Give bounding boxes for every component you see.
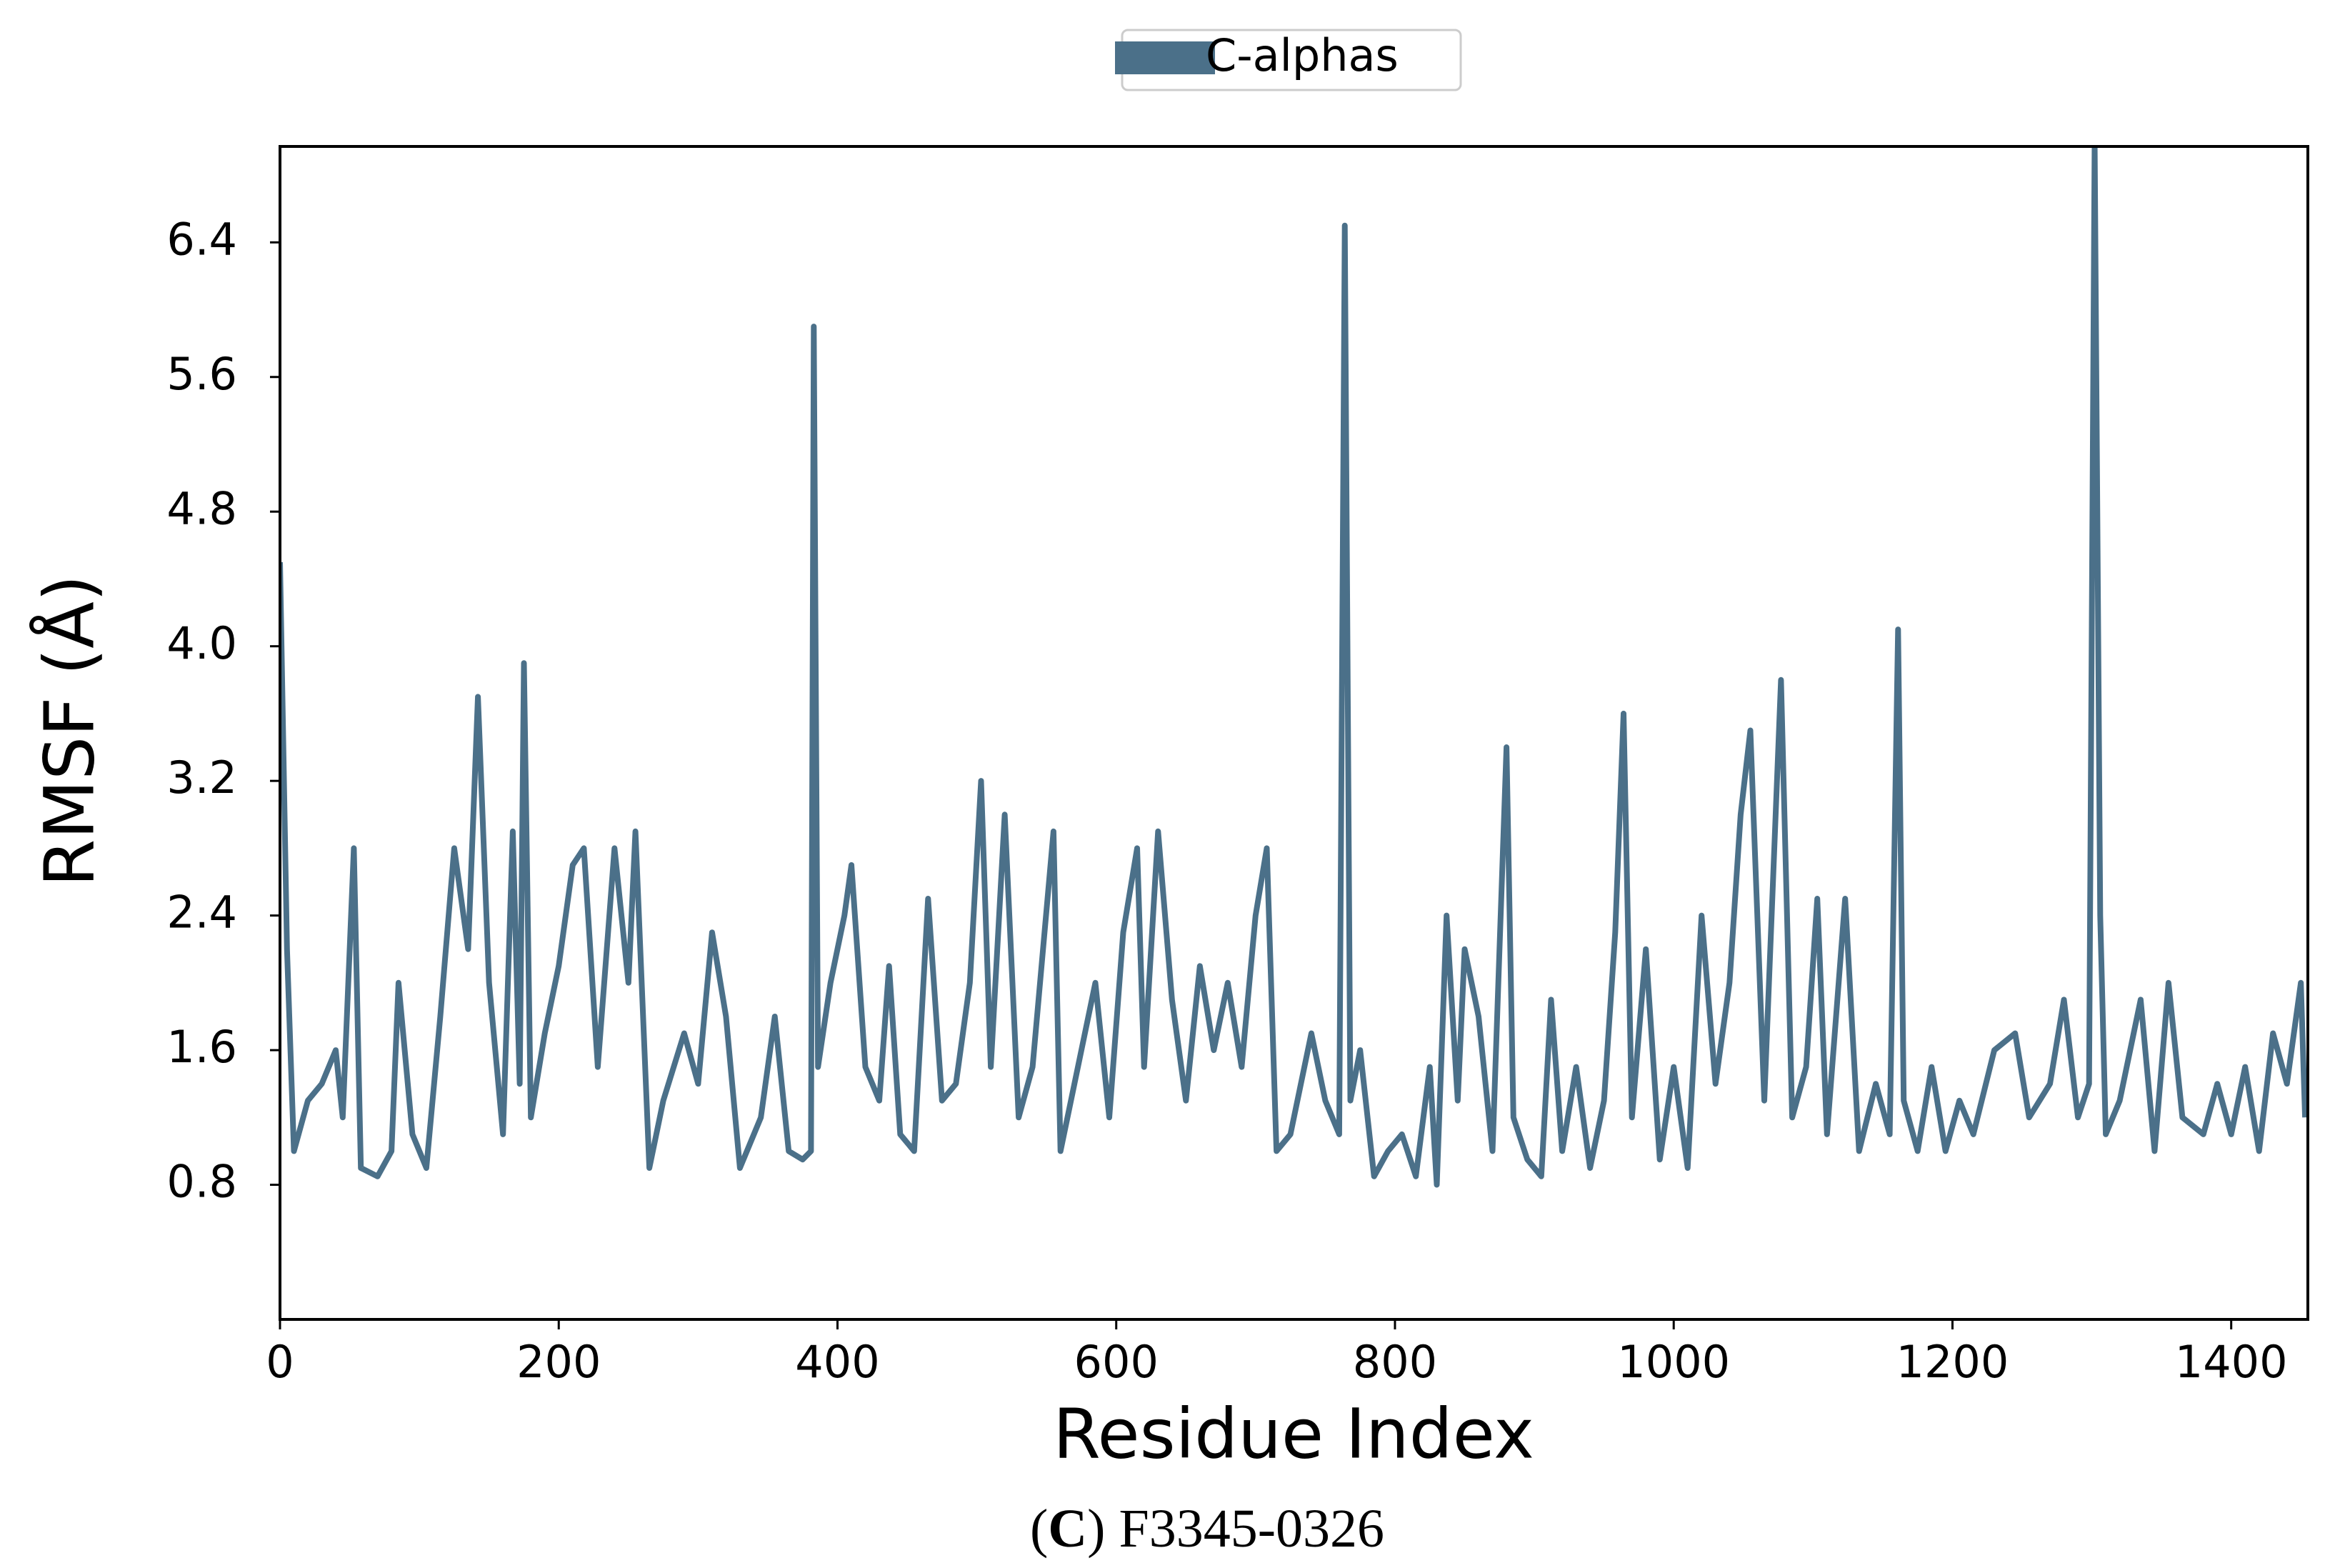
x-tick-label: 1200: [1896, 1336, 2009, 1388]
y-tick-label: 5.6: [166, 348, 237, 400]
x-tick-label: 600: [1074, 1336, 1159, 1388]
x-tick-label: 1400: [2175, 1336, 2288, 1388]
caption-label: C: [1048, 1499, 1087, 1559]
y-tick-label: 4.8: [166, 482, 237, 534]
y-tick-label: 0.8: [166, 1156, 237, 1208]
plot-area: [280, 146, 2308, 1188]
caption: (C) F3345-0326: [1030, 1499, 1384, 1559]
legend-label: C-alphas: [1206, 29, 1399, 81]
y-tick-label: 1.6: [166, 1021, 237, 1073]
data-line: [280, 146, 2308, 1188]
caption-part: (: [1030, 1499, 1048, 1559]
x-tick-label: 400: [795, 1336, 879, 1388]
x-tick-label: 200: [516, 1336, 601, 1388]
legend: C-alphas: [1115, 29, 1462, 91]
y-tick-label: 2.4: [166, 887, 237, 939]
x-tick-label: 0: [266, 1336, 294, 1388]
y-tick-label: 4.0: [166, 617, 237, 669]
y-tick-label: 3.2: [166, 751, 237, 804]
x-tick-label: 1000: [1617, 1336, 1730, 1388]
caption-part: ) F3345-0326: [1087, 1499, 1384, 1559]
x-axis-label: Residue Index: [1053, 1394, 1534, 1474]
y-tick-label: 6.4: [166, 213, 237, 265]
y-axis-label: RMSF (Å): [29, 575, 109, 887]
legend-swatch: [1115, 41, 1215, 74]
plot-frame: [279, 145, 2309, 1321]
x-tick-label: 800: [1353, 1336, 1437, 1388]
